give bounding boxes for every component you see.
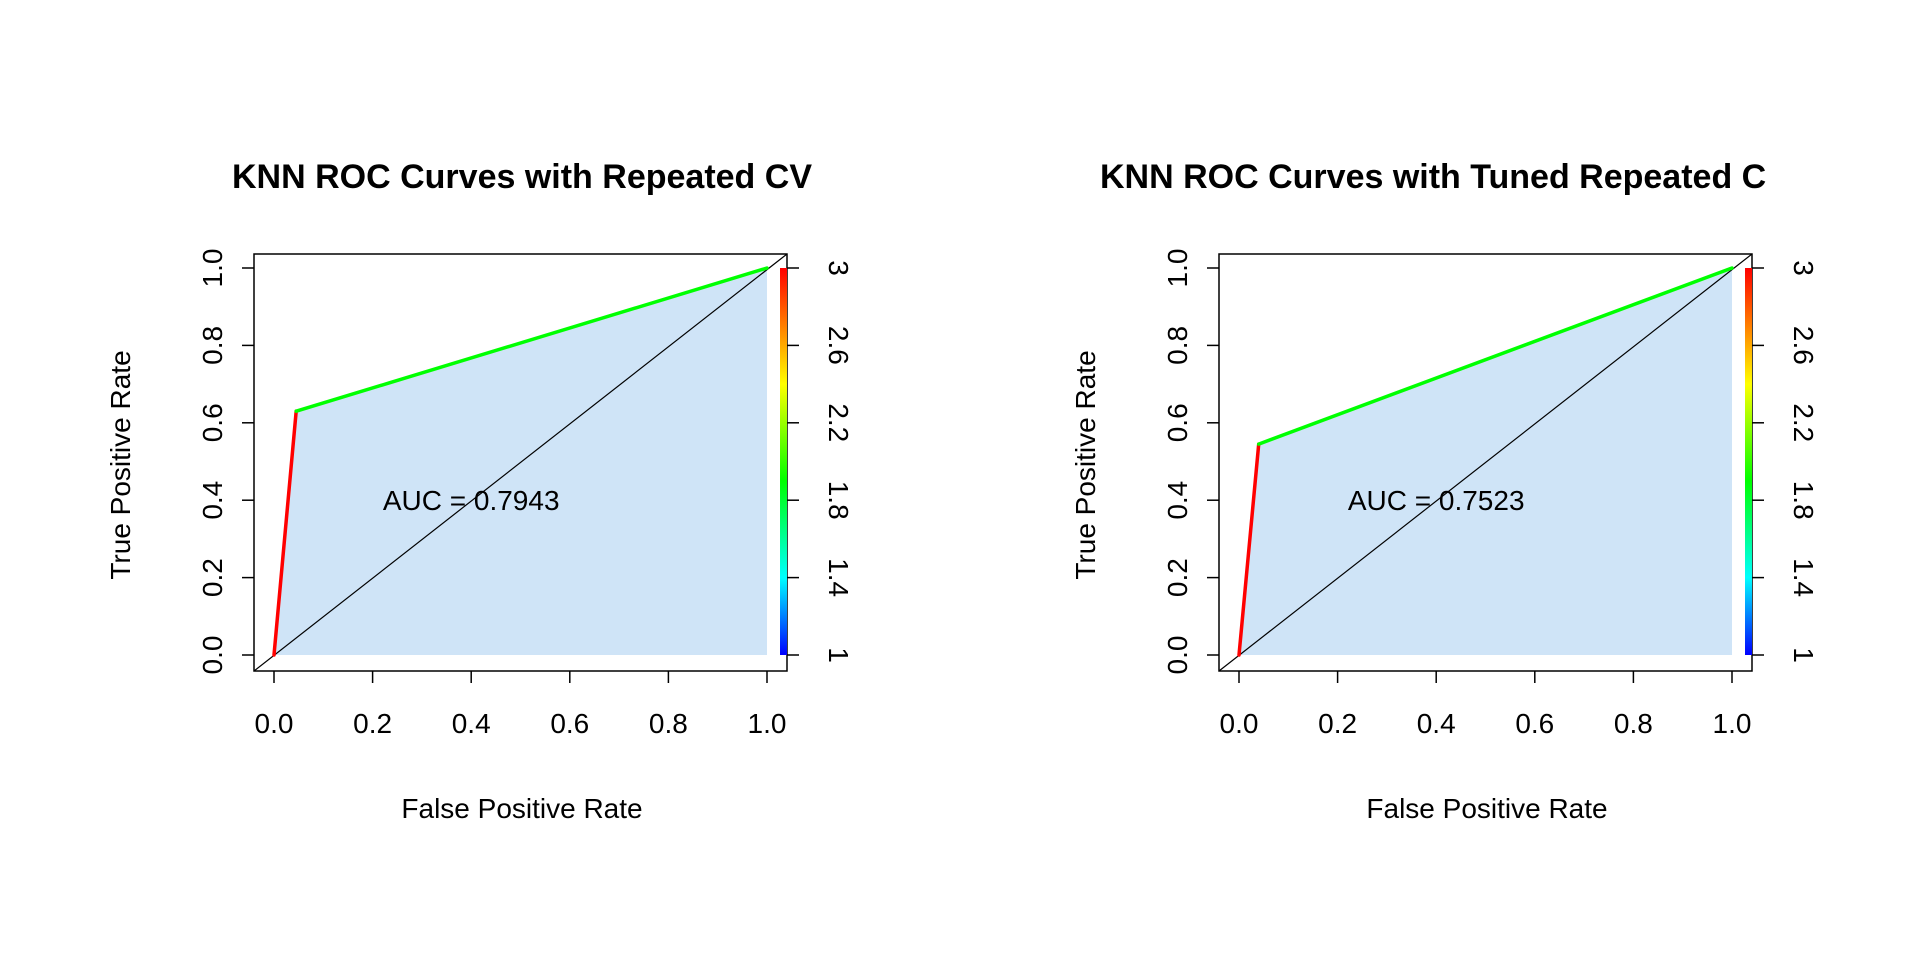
plot-area: AUC = 0.7523 0.0 0.2 0.4 0.6 0.8 1.0 0.0 0.2 0.4 0… bbox=[1162, 249, 1819, 739]
auc-label: AUC = 0.7943 bbox=[383, 485, 560, 516]
x-tick-label: 0.2 bbox=[353, 708, 392, 739]
x-tick-label: 0.0 bbox=[1220, 708, 1259, 739]
y-tick-label: 0.2 bbox=[1162, 558, 1193, 597]
roc-segment bbox=[1237, 442, 1261, 657]
y-tick-label: 0.0 bbox=[197, 636, 228, 675]
colorbar-tick-label: 2.2 bbox=[823, 403, 854, 442]
roc-segment bbox=[1256, 266, 1734, 446]
colorbar-tick-label: 1.8 bbox=[823, 481, 854, 520]
y-tick-label: 0.0 bbox=[1162, 636, 1193, 675]
colorbar-tick-label: 3 bbox=[1788, 260, 1819, 276]
chart-title: KNN ROC Curves with Repeated CV bbox=[232, 158, 812, 196]
x-tick-label: 0.6 bbox=[1515, 708, 1554, 739]
x-tick-label: 0.2 bbox=[1318, 708, 1357, 739]
y-tick-label: 0.6 bbox=[197, 403, 228, 442]
roc-panel-right: KNN ROC Curves with Tuned Repeated C Fal… bbox=[1070, 158, 1819, 824]
colorbar-tick-label: 3 bbox=[823, 260, 854, 276]
y-tick-label: 0.2 bbox=[197, 558, 228, 597]
y-tick-label: 0.6 bbox=[1162, 403, 1193, 442]
x-tick-label: 0.6 bbox=[550, 708, 589, 739]
y-tick-label: 0.4 bbox=[197, 481, 228, 520]
colorbar bbox=[1745, 268, 1752, 655]
colorbar-tick-label: 1.4 bbox=[1788, 558, 1819, 597]
colorbar bbox=[780, 268, 787, 655]
colorbar-tick-label: 2.6 bbox=[1788, 326, 1819, 365]
colorbar-tick-label: 1 bbox=[823, 647, 854, 663]
roc-segment bbox=[272, 409, 298, 657]
y-tick-label: 0.8 bbox=[197, 326, 228, 365]
colorbar-tick-label: 1.8 bbox=[1788, 481, 1819, 520]
x-axis-label: False Positive Rate bbox=[1366, 793, 1607, 824]
y-tick-label: 0.4 bbox=[1162, 481, 1193, 520]
roc-segment bbox=[294, 266, 769, 413]
x-tick-label: 1.0 bbox=[1713, 708, 1752, 739]
x-tick-label: 0.4 bbox=[452, 708, 491, 739]
colorbar-tick-label: 2.6 bbox=[823, 326, 854, 365]
plot-area: AUC = 0.7943 0.0 0.2 0.4 0.6 0.8 1.0 0.0 0.2 0.4 0… bbox=[197, 249, 854, 739]
y-tick-label: 0.8 bbox=[1162, 326, 1193, 365]
y-axis-label: True Positive Rate bbox=[105, 350, 136, 579]
x-tick-label: 0.4 bbox=[1417, 708, 1456, 739]
roc-panel-left: KNN ROC Curves with Repeated CV False Po… bbox=[105, 158, 854, 824]
x-axis-label: False Positive Rate bbox=[401, 793, 642, 824]
auc-label: AUC = 0.7523 bbox=[1348, 485, 1525, 516]
y-tick-label: 1.0 bbox=[197, 249, 228, 288]
y-axis-label: True Positive Rate bbox=[1070, 350, 1101, 579]
y-tick-label: 1.0 bbox=[1162, 249, 1193, 288]
chart-title: KNN ROC Curves with Tuned Repeated C bbox=[1100, 158, 1766, 196]
x-tick-label: 1.0 bbox=[748, 708, 787, 739]
x-tick-label: 0.8 bbox=[649, 708, 688, 739]
colorbar-tick-label: 1 bbox=[1788, 647, 1819, 663]
colorbar-tick-label: 1.4 bbox=[823, 558, 854, 597]
x-tick-label: 0.8 bbox=[1614, 708, 1653, 739]
diagonal-line bbox=[1218, 253, 1753, 672]
diagonal-line bbox=[253, 253, 788, 672]
x-tick-label: 0.0 bbox=[255, 708, 294, 739]
colorbar-tick-label: 2.2 bbox=[1788, 403, 1819, 442]
